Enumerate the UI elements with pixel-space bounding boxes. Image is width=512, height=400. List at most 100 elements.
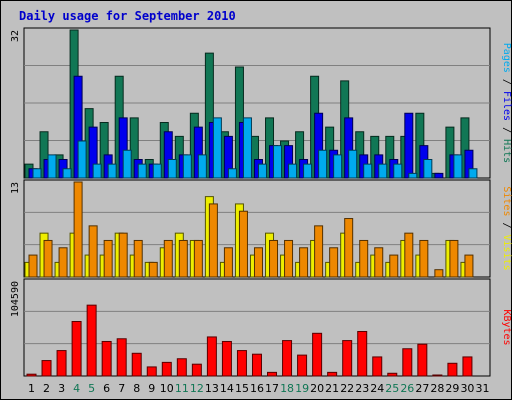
- x-tick-label: 5: [88, 382, 95, 395]
- x-tick-label: 23: [355, 382, 369, 395]
- x-tick-label: 21: [325, 382, 339, 395]
- x-tick-label: 20: [310, 382, 324, 395]
- bar: [342, 340, 353, 377]
- legend-sites: Sites: [501, 186, 512, 216]
- bar: [41, 360, 52, 377]
- bar: [468, 168, 478, 179]
- bar: [267, 371, 278, 377]
- panel-hits_files_pages: 32 Pages / Files / Hits: [10, 27, 512, 179]
- bar: [273, 145, 283, 179]
- bar: [92, 163, 102, 179]
- bar: [131, 352, 142, 377]
- bar: [251, 353, 262, 377]
- bar: [212, 117, 222, 179]
- bar: [88, 225, 98, 278]
- bar: [282, 340, 293, 377]
- bar: [434, 172, 444, 179]
- x-tick-label: 18: [280, 382, 294, 395]
- bar: [71, 321, 82, 377]
- x-tick-label: 8: [133, 382, 140, 395]
- bar: [58, 247, 68, 278]
- x-tick-label: 31: [475, 382, 489, 395]
- panel-max-label: 32: [10, 30, 21, 42]
- panel-legend: KBytes: [501, 309, 512, 345]
- x-tick-label: 22: [340, 382, 354, 395]
- x-tick-label: 25: [385, 382, 399, 395]
- bar: [417, 343, 428, 377]
- bar: [208, 203, 218, 278]
- x-tick-label: 16: [250, 382, 264, 395]
- bar: [103, 239, 113, 278]
- x-tick-label: 11: [175, 382, 189, 395]
- bar: [329, 247, 339, 278]
- bar: [236, 350, 247, 377]
- bar: [257, 163, 267, 179]
- bar: [107, 163, 117, 179]
- panel-max-label: 104590: [10, 281, 21, 317]
- bar: [242, 117, 252, 179]
- bar: [43, 239, 53, 278]
- bar: [28, 254, 38, 278]
- x-tick-label: 10: [160, 382, 174, 395]
- bar: [118, 232, 128, 278]
- bar: [462, 356, 473, 377]
- bar: [372, 356, 383, 377]
- legend-hits: Hits: [501, 139, 512, 163]
- bar: [387, 372, 398, 377]
- bar: [62, 168, 72, 179]
- bar: [318, 149, 328, 179]
- bar: [363, 163, 373, 179]
- bar: [221, 340, 232, 377]
- series-pages: [32, 117, 478, 179]
- bar: [116, 338, 127, 377]
- bar: [193, 239, 203, 278]
- bar: [176, 358, 187, 377]
- bar: [314, 225, 324, 278]
- x-tick-label: 24: [370, 382, 384, 395]
- bar: [357, 330, 368, 377]
- bar: [419, 239, 429, 278]
- bar: [133, 239, 143, 278]
- legend-visits: Visits: [501, 235, 512, 271]
- x-tick-label: 9: [148, 382, 155, 395]
- legend-kbytes: KBytes: [501, 309, 512, 345]
- x-tick-label: 7: [118, 382, 125, 395]
- bar: [299, 247, 309, 278]
- legend-files: Files: [501, 91, 512, 121]
- bar: [312, 332, 323, 377]
- bar: [223, 247, 233, 278]
- x-tick-label: 6: [103, 382, 110, 395]
- chart-title: Daily usage for September 2010: [19, 9, 236, 23]
- bar: [101, 340, 112, 377]
- x-tick-label: 14: [220, 382, 234, 395]
- legend-separator: /: [501, 121, 512, 139]
- x-tick-label: 19: [295, 382, 309, 395]
- bar: [77, 140, 87, 179]
- bar: [238, 210, 248, 278]
- bar: [378, 163, 388, 179]
- bar: [404, 232, 414, 278]
- bar: [327, 371, 338, 377]
- bar: [344, 218, 354, 278]
- bar: [191, 363, 202, 377]
- x-tick-label: 13: [205, 382, 219, 395]
- bar: [146, 366, 157, 377]
- bar: [137, 163, 147, 179]
- bar: [303, 163, 313, 179]
- x-tick-label: 27: [415, 382, 429, 395]
- x-tick-label: 30: [460, 382, 474, 395]
- panel-max-label: 13: [10, 182, 21, 194]
- bar: [449, 239, 459, 278]
- panel-visits_sites: 13 Sites / Visits: [10, 179, 512, 278]
- bar: [26, 373, 37, 377]
- bar: [447, 362, 458, 377]
- bar: [389, 254, 399, 278]
- bar: [56, 350, 67, 377]
- bar: [269, 239, 279, 278]
- panel-legend: Pages / Files / Hits: [501, 43, 512, 163]
- x-tick-label: 3: [58, 382, 65, 395]
- bar: [393, 163, 403, 179]
- x-tick-label: 12: [190, 382, 204, 395]
- legend-separator: /: [501, 73, 512, 91]
- x-tick-label: 26: [400, 382, 414, 395]
